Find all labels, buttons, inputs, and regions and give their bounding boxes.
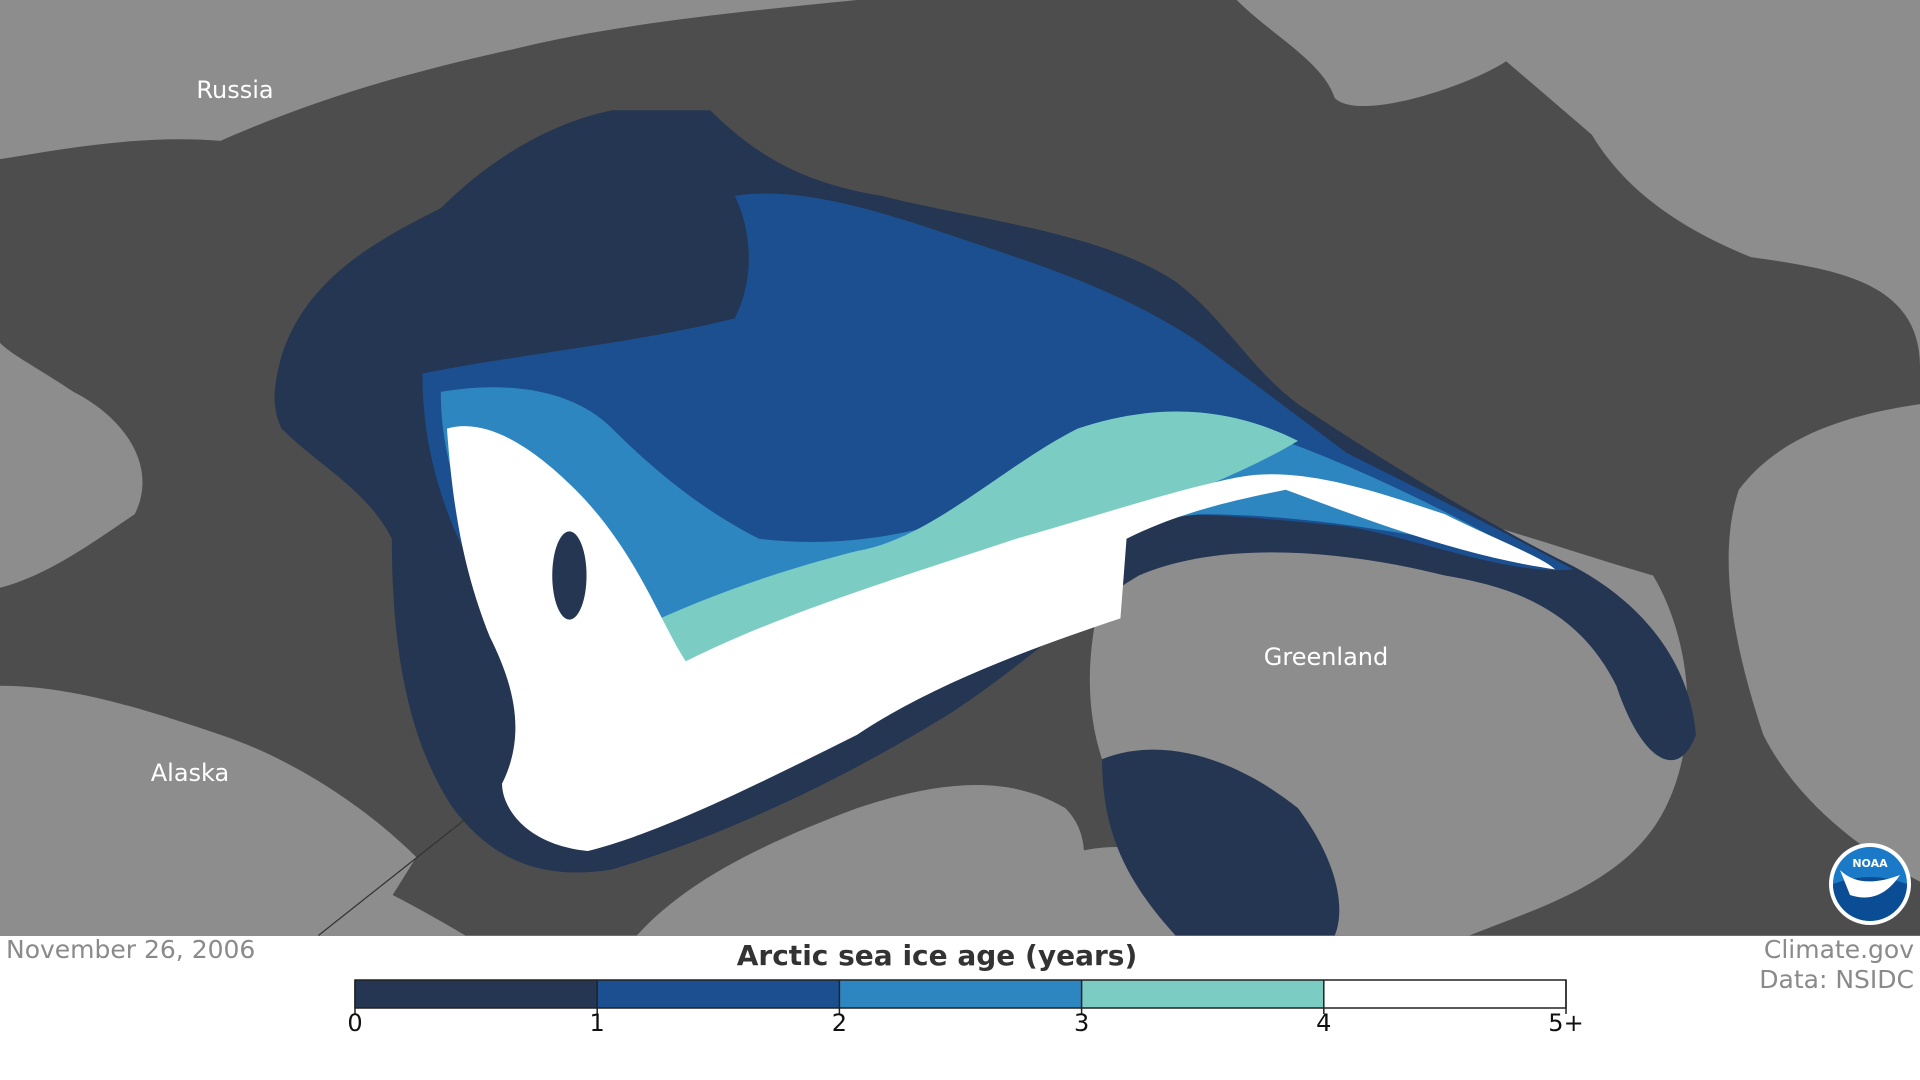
date: November 26, 2006 (6, 935, 255, 964)
credit: Data: NSIDC (1759, 965, 1914, 994)
logo-bird (1840, 870, 1900, 898)
colorbar-segment (1081, 980, 1324, 1008)
ice-4-plus (446, 426, 1556, 852)
land (1737, 570, 1840, 686)
colorbar-segment (1323, 980, 1566, 1008)
ice-0-1 (552, 531, 587, 620)
colorbar-segment (355, 980, 598, 1008)
noaa-logo: NOAA (1829, 843, 1911, 925)
tick-label: 3 (1074, 1009, 1089, 1037)
logo-text: NOAA (1852, 857, 1888, 870)
tick-label: 4 (1316, 1009, 1331, 1037)
map-label: Greenland (1264, 643, 1389, 671)
credit: Climate.gov (1764, 935, 1914, 964)
colorbar-segment (597, 980, 840, 1008)
colorbar: 0 1 2 3 4 5+ (347, 979, 1584, 1037)
land (0, 685, 417, 936)
tick-label: 1 (590, 1009, 605, 1037)
legend-title: Arctic sea ice age (years) (737, 939, 1138, 972)
tick-label: 0 (347, 1009, 362, 1037)
map-label: Russia (196, 76, 273, 104)
colorbar-segment (839, 980, 1082, 1008)
tick-label: 2 (832, 1009, 847, 1037)
tick-label: 5+ (1548, 1009, 1583, 1037)
land (636, 784, 1085, 936)
boundary-line (317, 813, 472, 936)
map-label: Alaska (151, 759, 229, 787)
ice-0-1 (1102, 749, 1340, 936)
map (0, 0, 1920, 936)
